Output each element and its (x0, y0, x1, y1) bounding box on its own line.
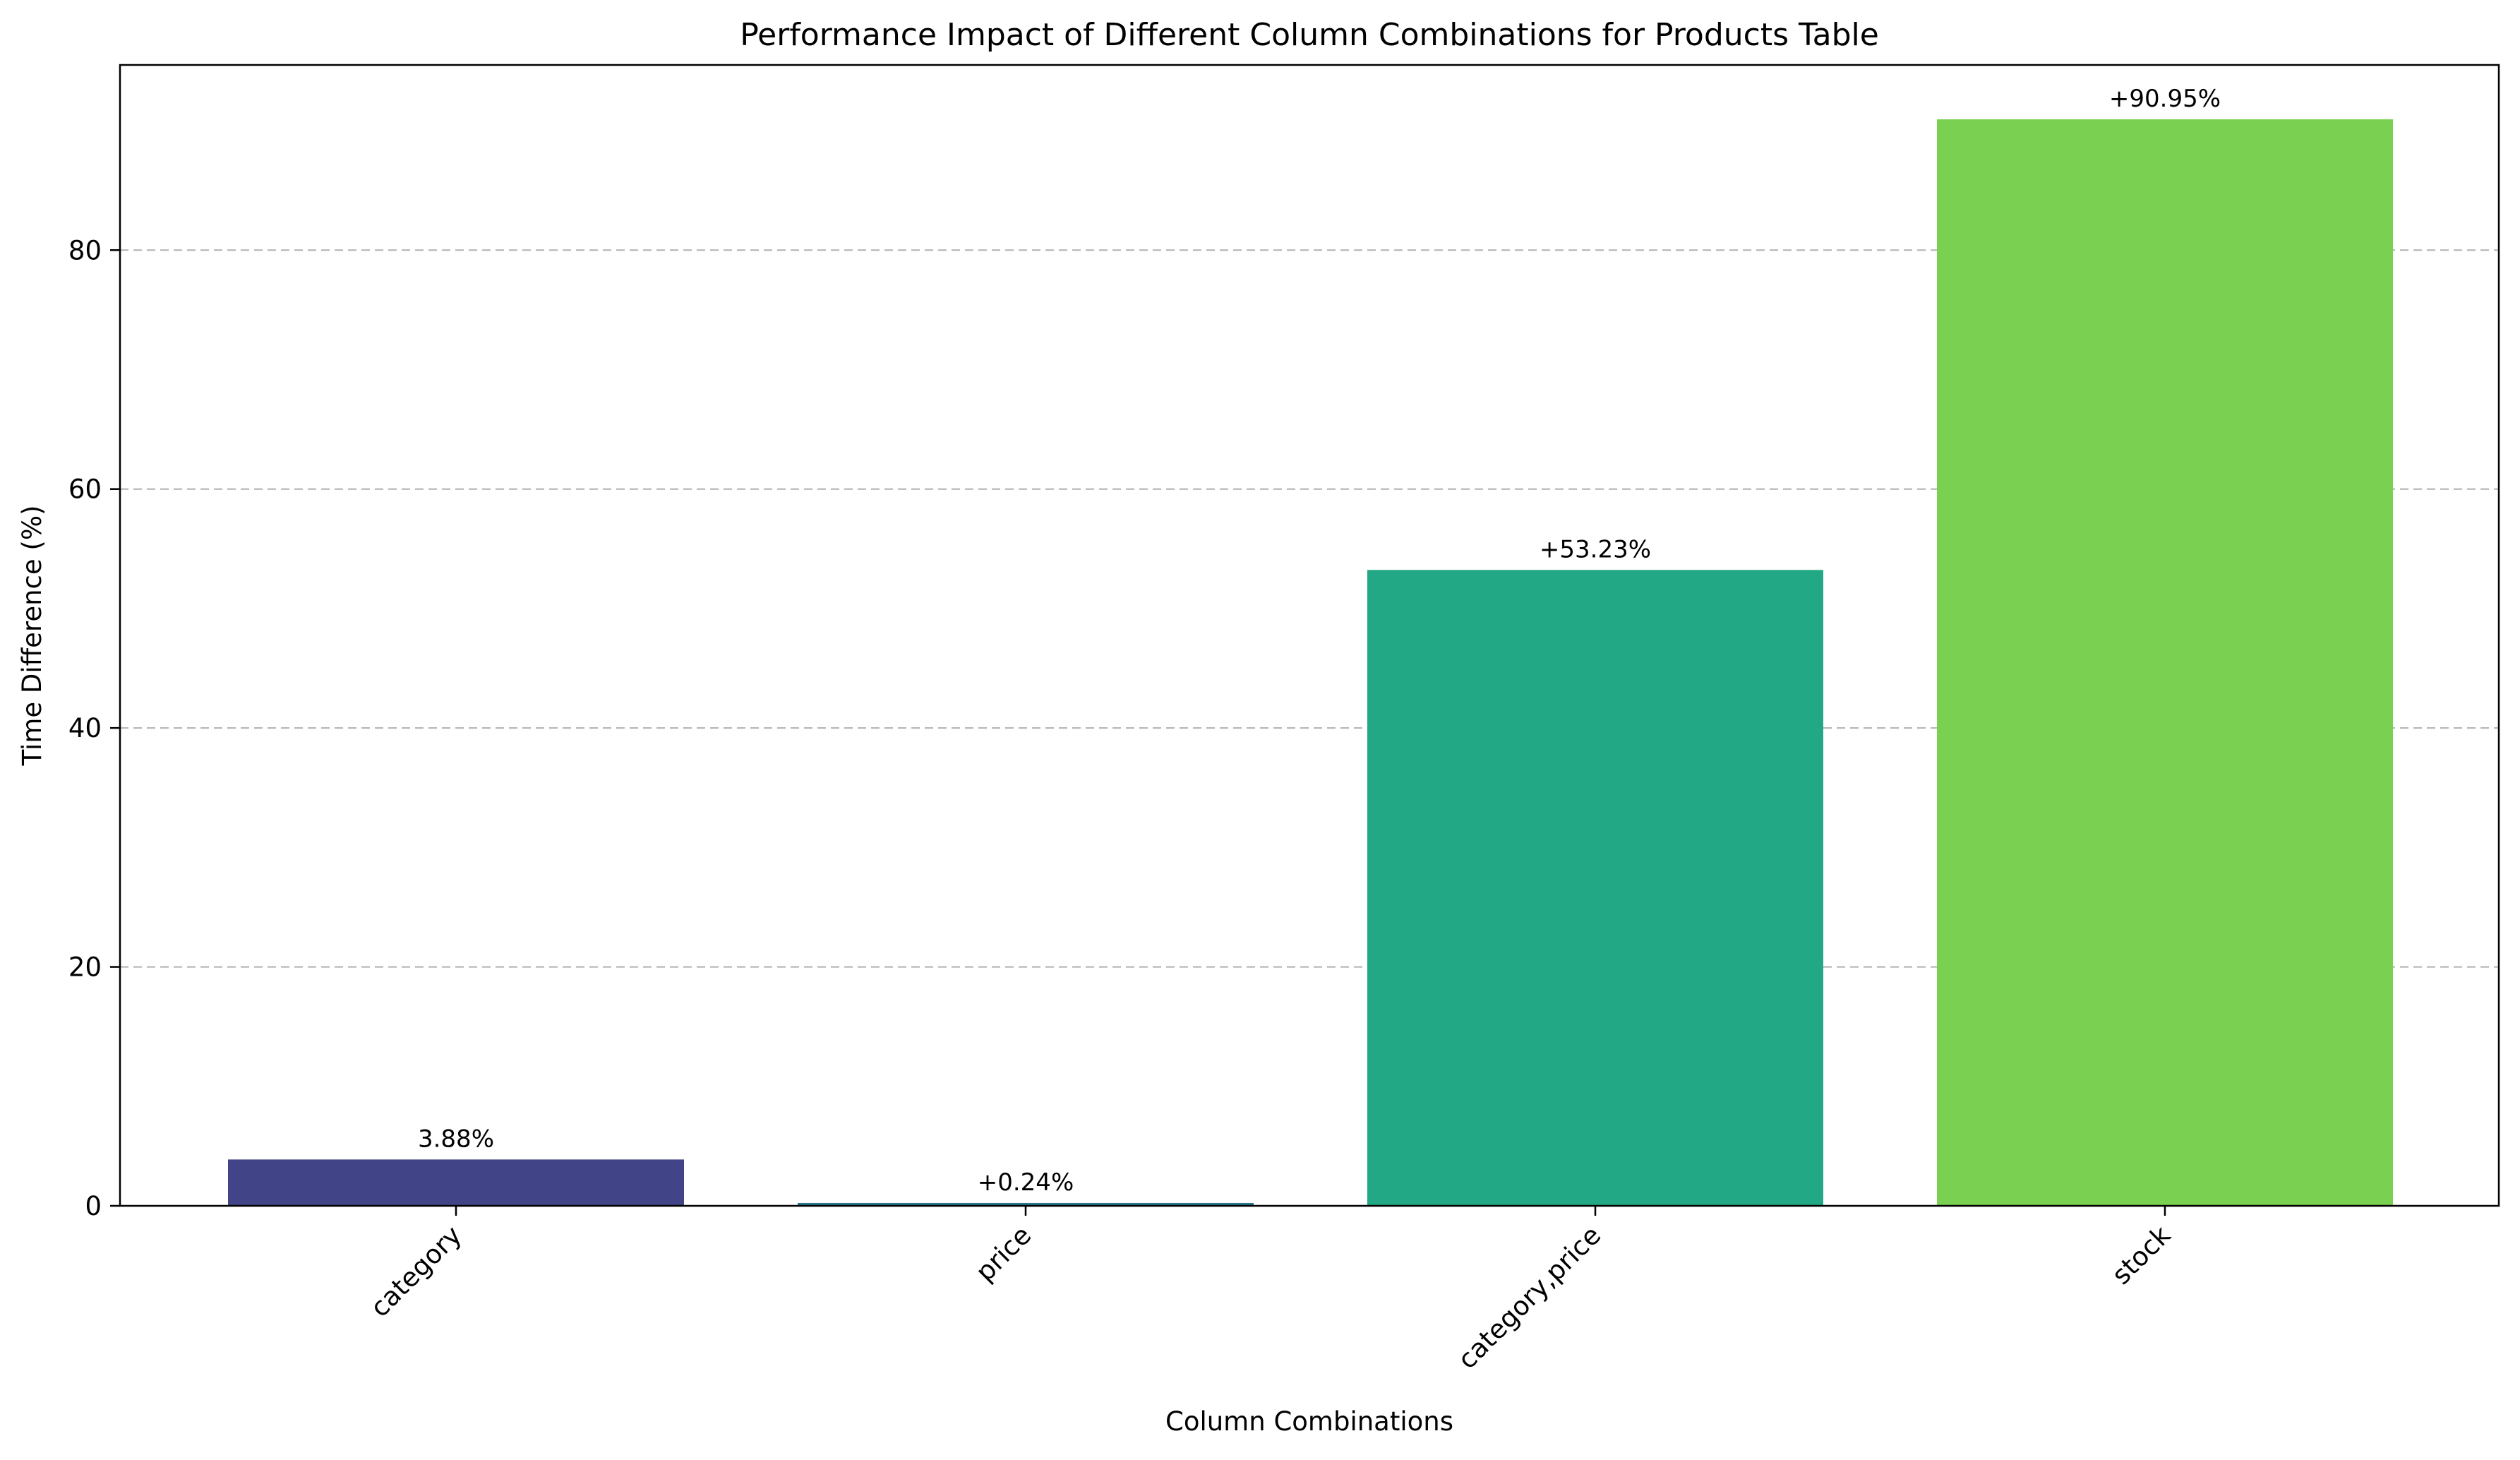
y-tick-label: 40 (68, 713, 102, 743)
data-label-stock: +90.95% (2109, 85, 2221, 113)
y-tick-label: 60 (68, 474, 102, 505)
gridlines (120, 249, 2499, 968)
data-label-category-price: +53.23% (1540, 535, 1651, 563)
bar-price (798, 1202, 1254, 1206)
data-label-price: +0.24% (978, 1168, 1074, 1197)
data-label-category: 3.88% (418, 1125, 494, 1153)
y-tick-label: 80 (68, 235, 102, 265)
y-tick-label: 0 (85, 1191, 102, 1221)
bars (228, 119, 2393, 1206)
chart-title: Performance Impact of Different Column C… (740, 17, 1879, 53)
y-tick-label: 20 (68, 952, 102, 983)
y-axis-label: Time Difference (%) (17, 505, 47, 767)
bar-category (228, 1159, 684, 1206)
bar-category-price (1367, 570, 1823, 1206)
bar-stock (1937, 119, 2393, 1206)
data-labels: 3.88% +0.24% +53.23% +90.95% (418, 85, 2221, 1197)
plot-frame (119, 64, 2500, 1207)
x-axis-label: Column Combinations (1165, 1406, 1453, 1437)
